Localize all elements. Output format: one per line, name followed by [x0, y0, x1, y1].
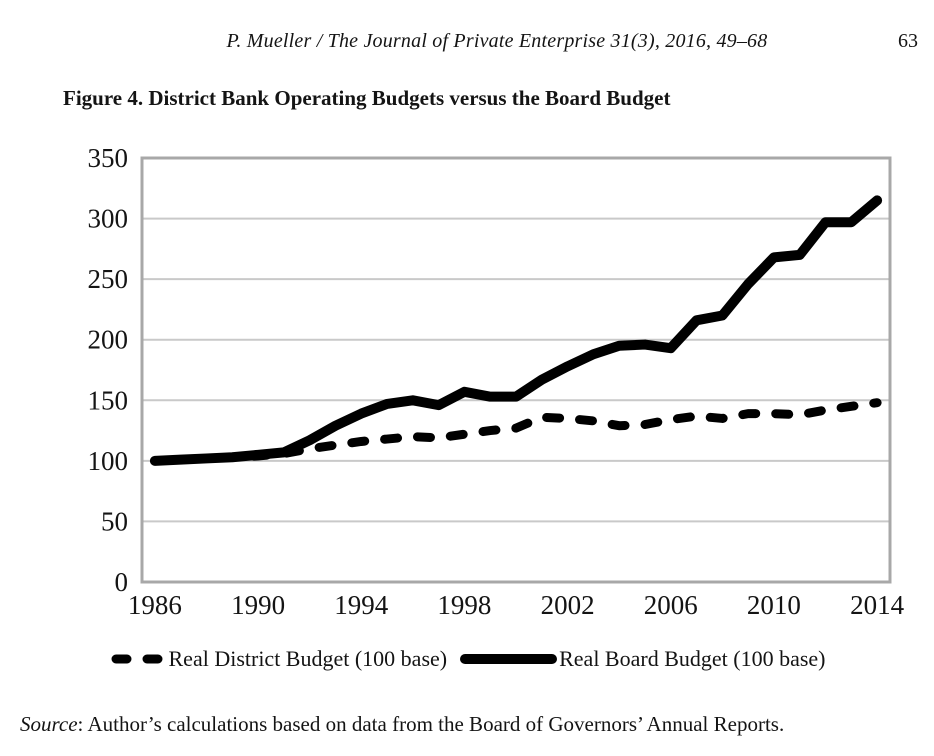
- y-tick-label: 0: [115, 567, 129, 597]
- legend-label-district: Real District Budget (100 base): [168, 646, 448, 671]
- plot-border: [140, 156, 892, 584]
- x-tick-label: 2002: [541, 590, 595, 620]
- board-budget-line: [149, 195, 883, 466]
- y-tick-label: 250: [88, 264, 129, 294]
- figure-chart: 0 50 100 150 200 250 300 350 1986 1990 1994 1998 200…: [88, 143, 905, 620]
- legend-item-district: Real District Budget (100 base): [109, 646, 448, 672]
- x-tick-label: 1990: [231, 590, 285, 620]
- source-label: Source: [20, 712, 78, 736]
- y-tick-label: 200: [88, 325, 129, 355]
- district-dashed-line-icon: [111, 654, 167, 664]
- x-tick-label: 1998: [437, 590, 491, 620]
- district-budget-line: [150, 398, 882, 466]
- figure-caption: Figure 4. District Bank Operating Budget…: [63, 86, 671, 110]
- y-tick-label: 150: [88, 385, 129, 415]
- x-tick-label: 2010: [747, 590, 801, 620]
- x-tick-label: 1994: [334, 590, 389, 620]
- y-tick-label: 50: [101, 506, 128, 536]
- y-tick-label: 300: [88, 204, 129, 234]
- y-tick-label: 350: [88, 143, 129, 173]
- board-solid-line-icon: [460, 654, 558, 664]
- source-text: : Author’s calculations based on data fr…: [77, 712, 785, 736]
- source-note: Source: Author’s calculations based on d…: [20, 712, 784, 737]
- x-tick-label: 2006: [644, 590, 698, 620]
- legend-item-board: Real Board Budget (100 base): [459, 646, 825, 672]
- page-number: 63: [898, 30, 918, 52]
- chart-legend: Real District Budget (100 base) Real Boa…: [0, 646, 934, 672]
- y-tick-label: 100: [88, 446, 129, 476]
- x-tick-label: 1986: [128, 590, 182, 620]
- x-tick-label: 2014: [850, 590, 905, 620]
- header-citation: P. Mueller / The Journal of Private Ente…: [226, 30, 768, 52]
- legend-label-board: Real Board Budget (100 base): [559, 646, 826, 671]
